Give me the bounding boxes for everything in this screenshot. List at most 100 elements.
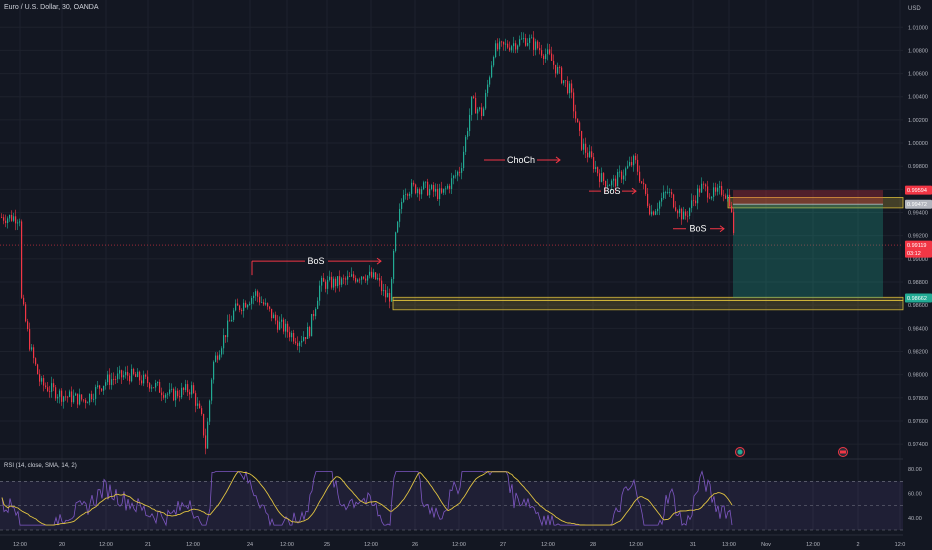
candle-body [23, 297, 25, 305]
candle-body [49, 391, 51, 393]
candle-body [141, 380, 143, 384]
candle-body [711, 196, 713, 199]
time-axis[interactable]: 12:00 20 12:00 21 12:00 24 12:00 25 12:00 26 12:00… [0, 534, 905, 548]
candle-body [135, 374, 137, 377]
candle-body [447, 185, 449, 189]
candle-body [401, 201, 403, 209]
candle-body [17, 222, 19, 224]
candle-body [431, 185, 433, 189]
candle-body [657, 208, 659, 212]
candle-body [587, 152, 589, 158]
candle-body [733, 212, 735, 234]
time-tick-label: Nov [761, 542, 771, 548]
price-badge-label: 03:12 [907, 251, 921, 257]
candle-body [159, 382, 161, 393]
candle-body [227, 320, 229, 338]
candle-body [15, 216, 17, 224]
candle-body [411, 182, 413, 194]
candle-body [5, 220, 7, 224]
candle-body [665, 192, 667, 193]
candle-body [175, 390, 177, 401]
time-tick-label: 20 [59, 542, 65, 548]
candle-body [283, 319, 285, 332]
time-tick-label: 31 [690, 542, 696, 548]
short-position-tool[interactable] [733, 190, 883, 298]
candle-body [715, 187, 717, 192]
time-tick-label: 25 [324, 542, 330, 548]
candle-body [51, 383, 53, 392]
candle-body [443, 188, 445, 193]
axis-unit: USD [908, 6, 921, 12]
candle-body [203, 414, 205, 436]
candle-body [453, 175, 455, 179]
candle-body [427, 181, 429, 196]
candle-body [531, 37, 533, 39]
price-badge [905, 293, 932, 303]
candle-body [311, 314, 313, 337]
price-badge [905, 185, 932, 195]
candle-body [245, 302, 247, 308]
candle-body [523, 38, 525, 39]
candle-body [303, 337, 305, 341]
candle-body [59, 390, 61, 397]
rsi-pane[interactable]: 80.00 60.00 40.00 [0, 458, 922, 531]
candle-body [675, 207, 677, 211]
candle-body [415, 184, 417, 194]
candle-body [371, 271, 373, 278]
price-badge-label: 0.99594 [907, 188, 927, 194]
time-tick-label: 12:00 [186, 542, 200, 548]
time-tick-label: 12:00 [541, 542, 555, 548]
price-axis[interactable]: USD 1.01000 1.00800 1.00600 1.00400 1.00200 1.… [905, 6, 932, 448]
candle-body [101, 388, 103, 391]
candle-body [123, 375, 125, 378]
candle-body [629, 162, 631, 166]
candle-body [27, 321, 29, 330]
candle-body [563, 80, 565, 84]
candle-body [93, 398, 95, 400]
candle-body [723, 194, 725, 196]
candle-body [301, 340, 303, 343]
candle-body [679, 208, 681, 214]
time-tick-label: 12:00 [452, 542, 466, 548]
time-tick-label: 12:00 [629, 542, 643, 548]
candle-body [713, 187, 715, 197]
candle-body [335, 278, 337, 287]
candle-body [641, 181, 643, 183]
candle-body [725, 195, 727, 199]
candle-body [107, 374, 109, 383]
price-tick-label: 0.99200 [908, 234, 928, 240]
candle-body [663, 192, 665, 199]
candle-body [161, 392, 163, 396]
candle-body [483, 108, 485, 116]
candle-body [721, 186, 723, 195]
candle-body [299, 342, 301, 346]
candle-body [89, 393, 91, 403]
candle-body [305, 337, 307, 339]
economic-event-icon-inner [737, 449, 743, 455]
candle-body [65, 396, 67, 398]
candle-body [321, 277, 323, 286]
candle-body [287, 323, 289, 333]
candle-body [681, 208, 683, 220]
candle-body [133, 368, 135, 375]
candle-body [331, 276, 333, 288]
candle-body [689, 208, 691, 216]
candle-body [697, 188, 699, 204]
candle-body [249, 303, 251, 305]
candle-body [705, 184, 707, 187]
candle-body [163, 395, 165, 398]
candle-body [189, 392, 191, 395]
candle-body [599, 173, 601, 182]
candle-body [407, 194, 409, 196]
price-tick-label: 0.98000 [908, 373, 928, 379]
candle-body [279, 321, 281, 330]
event-icons[interactable] [735, 447, 848, 457]
candle-body [85, 400, 87, 403]
candle-body [475, 98, 477, 114]
candle-body [347, 276, 349, 280]
candle-body [555, 64, 557, 74]
candle-body [569, 83, 571, 94]
candle-body [685, 211, 687, 216]
candle-body [281, 319, 283, 322]
